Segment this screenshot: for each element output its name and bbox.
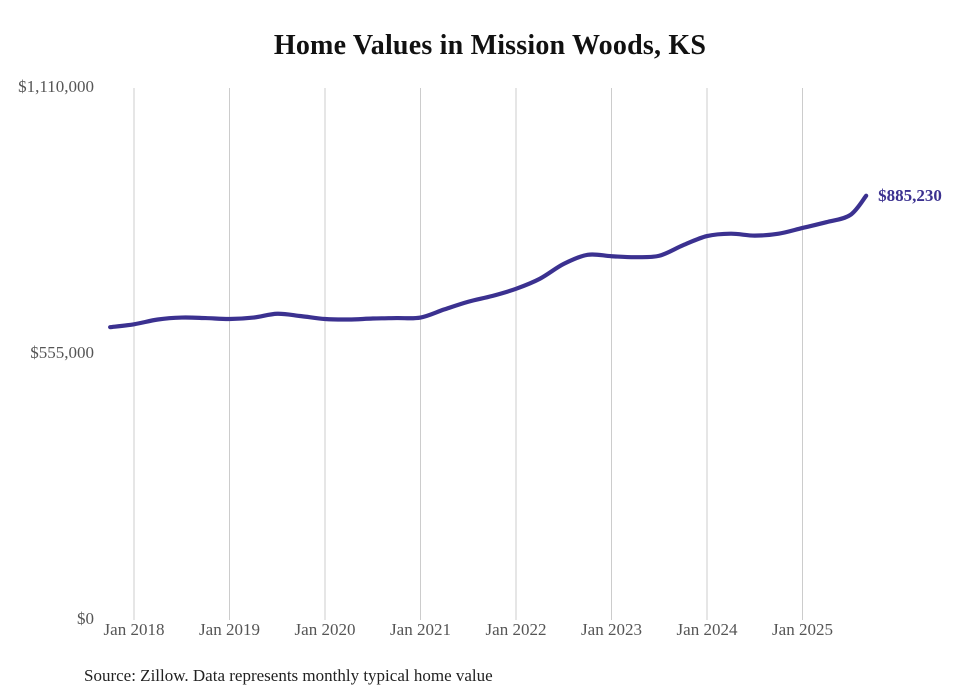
x-axis-tick-label: Jan 2023 xyxy=(581,620,642,639)
end-point-value-label: $885,230 xyxy=(878,185,942,205)
data-series xyxy=(108,193,869,330)
y-axis-tick-label-top: $1,110,000 xyxy=(18,77,94,96)
source-note: Source: Zillow. Data represents monthly … xyxy=(84,666,493,685)
series-line xyxy=(108,193,869,330)
x-axis-tick-label: Jan 2025 xyxy=(772,620,833,639)
x-axis-tick-label: Jan 2021 xyxy=(390,620,451,639)
gridlines xyxy=(133,88,803,620)
x-axis-tick-label: Jan 2019 xyxy=(199,620,260,639)
y-axis-tick-label-bottom: $0 xyxy=(77,609,94,628)
x-axis-tick-label: Jan 2020 xyxy=(294,620,356,639)
x-axis-tick-label: Jan 2024 xyxy=(676,620,738,639)
y-axis-tick-label-mid: $555,000 xyxy=(30,343,94,362)
page-title: Home Values in Mission Woods, KS xyxy=(273,30,707,61)
x-axis-tick-label: Jan 2018 xyxy=(103,620,165,639)
x-axis-tick-label: Jan 2022 xyxy=(485,620,547,639)
